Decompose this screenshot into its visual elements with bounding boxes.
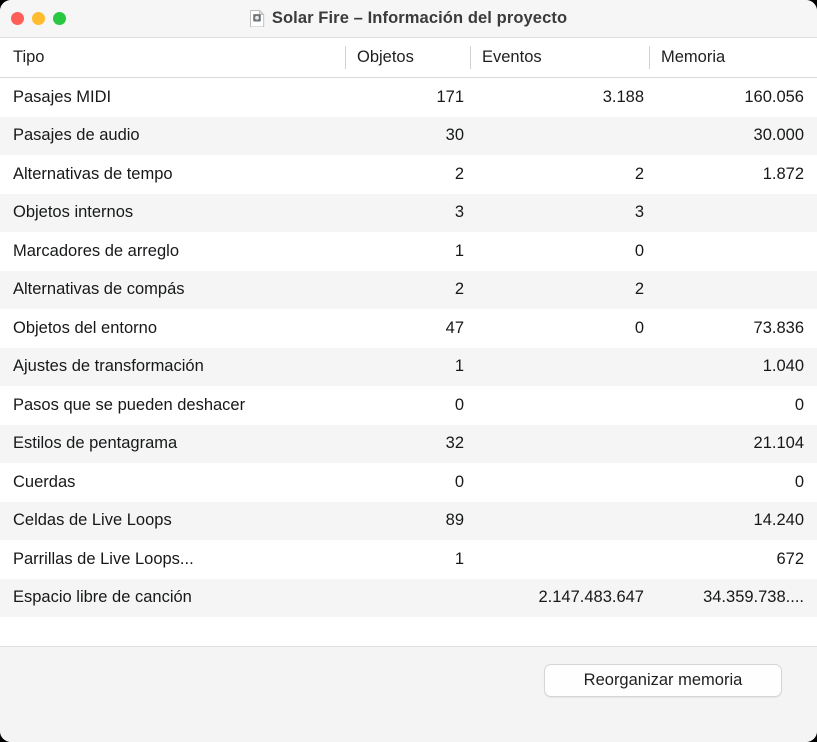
table-row[interactable]: Parrillas de Live Loops... 1 672 — [0, 540, 817, 579]
cell-memoria: 14.240 — [753, 511, 804, 530]
cell-memoria: 1.872 — [762, 164, 804, 183]
cell-eventos: 3 — [634, 203, 644, 222]
cell-eventos — [474, 463, 644, 502]
column-header-tipo[interactable]: Tipo — [13, 48, 45, 66]
table-row[interactable]: Objetos del entorno 47 0 73.836 — [0, 309, 817, 348]
cell-memoria: 0 — [794, 395, 804, 414]
table-row[interactable]: Alternativas de tempo 2 2 1.872 — [0, 155, 817, 194]
table-row[interactable]: Pasajes MIDI 171 3.188 160.056 — [0, 78, 817, 117]
cell-tipo: Alternativas de compás — [13, 280, 185, 299]
cell-tipo: Celdas de Live Loops — [13, 511, 172, 530]
cell-objetos: 0 — [454, 472, 464, 491]
cell-memoria: 21.104 — [753, 434, 804, 453]
cell-objetos — [350, 579, 464, 618]
cell-tipo: Objetos del entorno — [13, 318, 158, 337]
cell-eventos: 2.147.483.647 — [538, 588, 644, 607]
cell-eventos — [474, 348, 644, 387]
cell-tipo: Espacio libre de canción — [13, 588, 192, 607]
cell-eventos — [474, 425, 644, 464]
cell-memoria — [652, 232, 804, 271]
cell-tipo: Pasajes de audio — [13, 126, 140, 145]
table-row[interactable]: Pasajes de audio 30 30.000 — [0, 116, 817, 156]
cell-eventos: 0 — [634, 241, 644, 260]
cell-eventos: 0 — [634, 318, 644, 337]
table-row[interactable]: Pasos que se pueden deshacer 0 0 — [0, 386, 817, 425]
cell-eventos: 2 — [634, 280, 644, 299]
window-title-group: Solar Fire – Información del proyecto — [0, 0, 817, 37]
cell-eventos — [474, 502, 644, 541]
cell-objetos: 1 — [454, 241, 464, 260]
cell-objetos: 30 — [445, 126, 464, 145]
cell-tipo: Ajustes de transformación — [13, 357, 204, 376]
cell-tipo: Objetos internos — [13, 203, 134, 222]
cell-eventos — [474, 386, 644, 425]
cell-objetos: 3 — [454, 203, 464, 222]
cell-eventos — [474, 540, 644, 579]
window-title: Solar Fire – Información del proyecto — [271, 9, 568, 27]
cell-memoria: 73.836 — [753, 318, 804, 337]
cell-objetos: 0 — [454, 395, 464, 414]
cell-eventos: 3.188 — [602, 87, 644, 106]
minimize-window-button[interactable] — [32, 12, 45, 25]
cell-objetos: 171 — [436, 87, 464, 106]
cell-tipo: Parrillas de Live Loops... — [13, 549, 194, 568]
cell-tipo: Marcadores de arreglo — [13, 241, 179, 260]
table-row[interactable]: Alternativas de compás 2 2 — [0, 270, 817, 310]
cell-objetos: 47 — [445, 318, 464, 337]
cell-tipo: Cuerdas — [13, 472, 76, 491]
cell-memoria — [652, 194, 804, 233]
cell-objetos: 32 — [445, 434, 464, 453]
cell-memoria: 30.000 — [753, 126, 804, 145]
cell-memoria: 160.056 — [744, 87, 804, 106]
cell-memoria: 34.359.738.... — [703, 588, 804, 607]
table-row[interactable]: Espacio libre de canción 2.147.483.647 34.… — [0, 578, 817, 618]
column-header-eventos[interactable]: Eventos — [482, 48, 542, 66]
cell-memoria: 0 — [794, 472, 804, 491]
cell-objetos: 89 — [445, 511, 464, 530]
column-divider-2[interactable] — [470, 46, 471, 69]
cell-tipo: Estilos de pentagrama — [13, 434, 178, 453]
cell-objetos: 1 — [454, 549, 464, 568]
column-divider-1[interactable] — [345, 46, 346, 69]
cell-tipo: Pasajes MIDI — [13, 87, 112, 106]
window-controls — [11, 12, 66, 25]
window-footer: Reorganizar memoria — [0, 646, 817, 742]
table-row[interactable]: Objetos internos 3 3 — [0, 193, 817, 233]
cell-memoria: 1.040 — [762, 357, 804, 376]
reorganize-memory-button[interactable]: Reorganizar memoria — [544, 664, 782, 697]
table-row[interactable]: Marcadores de arreglo 1 0 — [0, 232, 817, 271]
table-row[interactable]: Estilos de pentagrama 32 21.104 — [0, 424, 817, 464]
cell-tipo: Pasos que se pueden deshacer — [13, 395, 246, 414]
table-row[interactable]: Celdas de Live Loops 89 14.240 — [0, 501, 817, 541]
close-window-button[interactable] — [11, 12, 24, 25]
cell-eventos: 2 — [634, 164, 644, 183]
cell-memoria: 672 — [776, 549, 804, 568]
window-titlebar[interactable]: Solar Fire – Información del proyecto — [0, 0, 817, 38]
cell-objetos: 2 — [454, 280, 464, 299]
column-header-objetos[interactable]: Objetos — [357, 48, 414, 66]
column-header-memoria[interactable]: Memoria — [661, 48, 726, 66]
cell-objetos: 2 — [454, 164, 464, 183]
cell-objetos: 1 — [454, 357, 464, 376]
table-body: Pasajes MIDI 171 3.188 160.056 Pasajes de au… — [0, 78, 817, 646]
cell-eventos — [474, 117, 644, 156]
table-row[interactable]: Cuerdas 0 0 — [0, 463, 817, 502]
cell-tipo: Alternativas de tempo — [13, 164, 173, 183]
column-divider-3[interactable] — [649, 46, 650, 69]
table-row[interactable]: Ajustes de transformación 1 1.040 — [0, 347, 817, 387]
table-header-row: Tipo Objetos Eventos Memoria — [0, 38, 817, 78]
cell-memoria — [652, 271, 804, 310]
document-icon — [249, 9, 265, 28]
maximize-window-button[interactable] — [53, 12, 66, 25]
